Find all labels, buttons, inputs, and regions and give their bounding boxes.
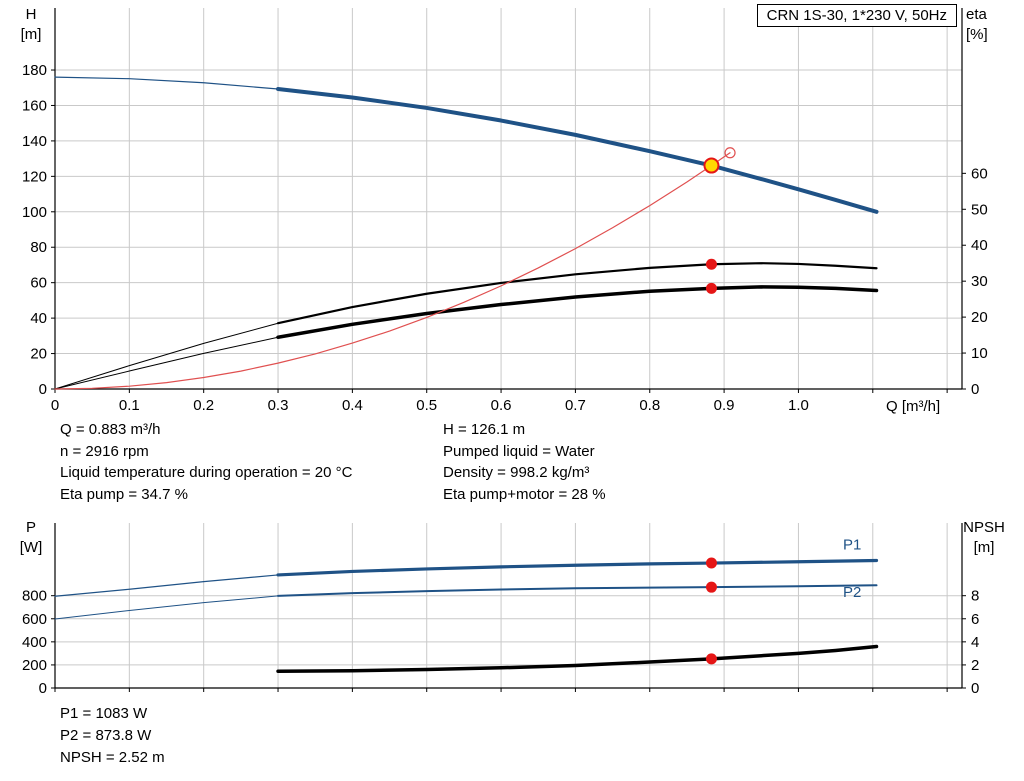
svg-text:60: 60 [971, 165, 988, 182]
p2-curve [277, 584, 878, 597]
info-p2: P2 = 873.8 W [60, 727, 152, 744]
info-q: Q = 0.883 m³/h [60, 421, 161, 438]
h-axis-unit: [m] [20, 26, 42, 43]
requested-duty-point [724, 147, 736, 159]
p1-curve [276, 558, 879, 577]
svg-text:0: 0 [39, 680, 47, 697]
svg-text:0.1: 0.1 [119, 397, 140, 414]
p1-point [705, 557, 717, 569]
p-axis-symbol: P [25, 519, 36, 536]
q-axis-title: Q [m³/h] [886, 398, 941, 415]
svg-text:0: 0 [39, 381, 47, 398]
svg-text:4: 4 [971, 634, 979, 651]
svg-text:400: 400 [22, 634, 47, 651]
npsh-axis-title: NPSH [m] [959, 518, 1009, 558]
svg-text:0.9: 0.9 [714, 397, 735, 414]
pump-head-curve [54, 76, 279, 90]
info-eta-pump: Eta pump = 34.7 % [60, 485, 188, 503]
svg-text:0.3: 0.3 [268, 397, 289, 414]
p2-curve [54, 595, 279, 620]
qh-eta-chart: 0 0.1 0.2 0.3 0.4 0.5 0.6 0.7 0.8 0.9 1.0 0 20 40 60 80… [22, 8, 988, 414]
duty-info-left: Q = 0.883 m³/h n = 2916 rpm Liquid tempe… [60, 419, 352, 505]
svg-text:180: 180 [22, 62, 47, 79]
info-npsh: NPSH = 2.52 m [60, 749, 165, 766]
svg-text:800: 800 [22, 588, 47, 605]
p2-label: P2 [843, 584, 861, 601]
duty-info-right: H = 126.1 m Pumped liquid = Water Densit… [443, 419, 606, 505]
h-axis-title: H [m] [13, 5, 49, 45]
svg-text:10: 10 [971, 345, 988, 362]
p-axis-title: P [W] [13, 518, 49, 558]
npsh-axis-unit: [m] [973, 539, 995, 556]
p1-curve [54, 574, 279, 597]
eta-axis-title: eta [%] [966, 5, 1012, 45]
eta-pump-motor-curve [276, 285, 879, 339]
svg-text:600: 600 [22, 611, 47, 628]
info-density: Density = 998.2 kg/m³ [443, 464, 590, 481]
p1-label: P1 [843, 536, 861, 553]
power-npsh-chart: 0 200 400 600 800 0 2 4 6 8 P1 P2 [22, 523, 979, 697]
svg-text:40: 40 [30, 310, 47, 327]
p-axis-unit: [W] [19, 539, 43, 556]
pump-head-curve [276, 86, 879, 214]
eta-pump-motor-point [705, 282, 717, 294]
svg-text:60: 60 [30, 275, 47, 292]
eta-pump-point [705, 258, 717, 270]
pump-title-box: CRN 1S-30, 1*230 V, 50Hz [756, 4, 957, 27]
info-eta-pump-motor: Eta pump+motor = 28 % [443, 485, 606, 503]
power-info: P1 = 1083 W P2 = 873.8 W NPSH = 2.52 m [60, 703, 165, 769]
info-pumped-liquid: Pumped liquid = Water [443, 442, 595, 460]
svg-text:20: 20 [30, 346, 47, 363]
h-axis-symbol: H [25, 6, 37, 23]
svg-text:20: 20 [971, 309, 988, 326]
eta-axis-symbol: eta [966, 6, 987, 23]
svg-text:30: 30 [971, 273, 988, 290]
eta-pump-motor-curve [54, 336, 279, 390]
svg-text:50: 50 [971, 201, 988, 218]
svg-text:0: 0 [971, 680, 979, 697]
svg-text:1.0: 1.0 [788, 397, 809, 414]
info-liquid-temperature: Liquid temperature during operation = 20… [60, 464, 353, 481]
svg-text:0.6: 0.6 [491, 397, 512, 414]
p2-point [705, 581, 717, 593]
npsh-curve [276, 644, 879, 674]
info-head: H = 126.1 m [443, 421, 526, 438]
npsh-axis-symbol: NPSH [963, 519, 1005, 536]
svg-text:0.5: 0.5 [416, 397, 437, 414]
svg-text:100: 100 [22, 204, 47, 221]
svg-text:160: 160 [22, 97, 47, 114]
system-curve [54, 152, 731, 390]
eta-pump-curve [276, 262, 878, 325]
svg-text:0.8: 0.8 [639, 397, 660, 414]
svg-text:0.2: 0.2 [193, 397, 214, 414]
info-speed: n = 2916 rpm [60, 442, 149, 460]
eta-pump-curve [54, 322, 279, 390]
svg-text:0.4: 0.4 [342, 397, 363, 414]
svg-text:6: 6 [971, 611, 979, 628]
svg-text:80: 80 [30, 239, 47, 256]
svg-text:120: 120 [22, 168, 47, 185]
svg-text:8: 8 [971, 588, 979, 605]
npsh-point [705, 653, 717, 665]
svg-text:200: 200 [22, 657, 47, 674]
svg-text:0.7: 0.7 [565, 397, 586, 414]
svg-text:0: 0 [51, 397, 59, 414]
svg-text:40: 40 [971, 237, 988, 254]
info-p1: P1 = 1083 W [60, 705, 148, 722]
eta-axis-unit: [%] [966, 26, 988, 43]
svg-text:140: 140 [22, 133, 47, 150]
svg-text:0: 0 [971, 381, 979, 398]
duty-point [703, 157, 720, 174]
svg-text:2: 2 [971, 657, 979, 674]
